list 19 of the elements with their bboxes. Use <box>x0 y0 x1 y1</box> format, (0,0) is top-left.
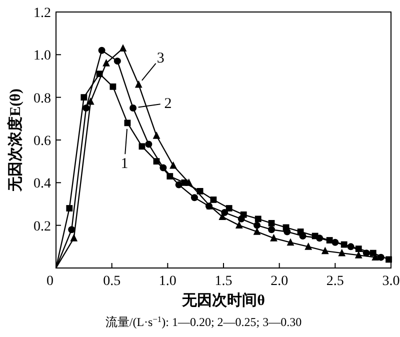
x-tick-label: 3.0 <box>382 274 400 289</box>
x-tick-label: 2.5 <box>326 274 344 289</box>
y-tick-label: 1.0 <box>34 48 51 64</box>
y-axis-title: 无因次浓度E(θ) <box>6 88 24 192</box>
y-tick-label: 1.2 <box>34 6 51 21</box>
series-label: 3 <box>156 50 164 67</box>
text: 流量/(L·s$^{−1}$): 1—0.20; 2—0.25; 3—0.30 <box>105 314 302 329</box>
y-tick-label: 0.8 <box>34 91 51 106</box>
y-tick-label: 0.2 <box>34 219 51 234</box>
y-tick-label: 0.6 <box>34 134 51 149</box>
x-tick-label: 1.0 <box>158 274 176 289</box>
x-tick-label: 0 <box>46 274 54 289</box>
x-axis-title: 无因次时间θ <box>181 292 266 309</box>
x-tick-label: 1.5 <box>214 274 232 289</box>
x-tick-label: 2.0 <box>270 274 288 289</box>
legend-label: 2 <box>164 96 172 112</box>
x-tick-label: 0.5 <box>103 274 121 289</box>
series-label: 1 <box>120 156 128 172</box>
y-tick-label: 0.4 <box>34 176 51 192</box>
